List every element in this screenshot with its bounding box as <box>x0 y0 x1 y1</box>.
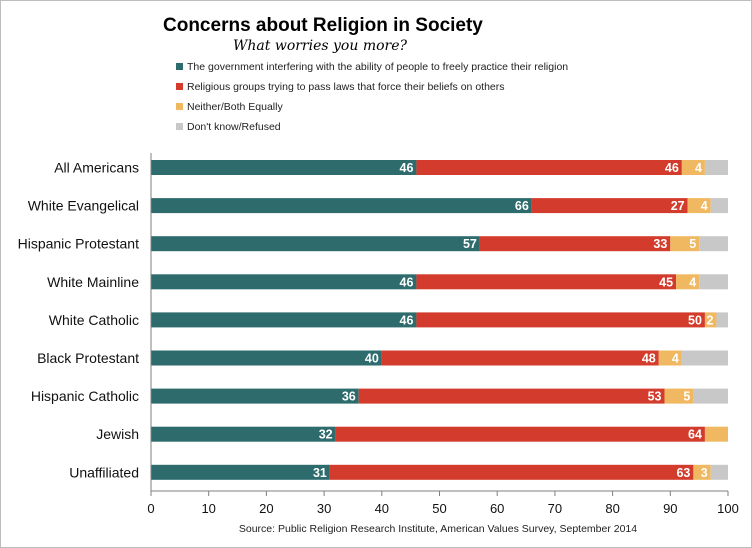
data-label: 57 <box>463 237 477 251</box>
legend-label-2: Neither/Both Equally <box>187 101 283 113</box>
data-label: 33 <box>653 237 667 251</box>
bar-segment <box>693 464 711 480</box>
category-label: White Evangelical <box>28 198 139 214</box>
bar-segment <box>699 236 728 252</box>
bar-segment <box>704 160 728 175</box>
bar-segment <box>416 312 705 328</box>
bar-segment <box>151 312 417 328</box>
legend: The government interfering with the abil… <box>176 61 568 133</box>
category-label: Hispanic Catholic <box>31 388 139 404</box>
data-label: 2 <box>707 313 714 327</box>
bar-segment <box>687 198 711 214</box>
data-label: 36 <box>342 390 356 404</box>
chart-title: Concerns about Religion in Society <box>163 15 483 36</box>
data-label: 40 <box>365 352 379 366</box>
bar-segment <box>151 236 480 252</box>
data-label: 50 <box>688 313 702 327</box>
category-label: Jewish <box>96 426 139 442</box>
data-label: 5 <box>683 390 690 404</box>
x-tick-label: 10 <box>201 501 215 516</box>
legend-label-3: Don't know/Refused <box>187 121 281 133</box>
data-label: 66 <box>515 199 529 213</box>
data-label: 4 <box>672 352 679 366</box>
bar-segment <box>151 388 359 404</box>
bar-segment <box>416 274 677 290</box>
legend-label-1: Religious groups trying to pass laws tha… <box>187 81 505 93</box>
legend-label-0: The government interfering with the abil… <box>187 61 568 73</box>
bar-segment <box>716 312 728 328</box>
bar-segment <box>693 388 728 404</box>
bar-segment <box>151 274 417 290</box>
data-label: 63 <box>676 466 690 480</box>
bar-segment <box>416 160 682 175</box>
data-label: 32 <box>319 428 333 442</box>
data-label: 48 <box>642 352 656 366</box>
x-tick-label: 70 <box>548 501 562 516</box>
bar-segment <box>531 198 688 214</box>
data-label: 53 <box>648 390 662 404</box>
bar-segment <box>151 160 417 175</box>
bar-segment <box>710 464 728 480</box>
bar-segment <box>151 426 336 442</box>
bar-segment <box>670 236 700 252</box>
source-note: Source: Public Religion Research Institu… <box>239 523 637 535</box>
legend-swatch-3 <box>176 123 183 130</box>
data-label: 46 <box>665 161 679 175</box>
x-tick-label: 20 <box>259 501 273 516</box>
bar-segment <box>479 236 671 252</box>
x-tick-label: 50 <box>432 501 446 516</box>
bar-segment <box>676 274 700 290</box>
data-label: 45 <box>659 275 673 289</box>
bar-segment <box>658 350 682 366</box>
data-label: 46 <box>400 161 414 175</box>
data-label: 46 <box>400 313 414 327</box>
data-label: 64 <box>688 428 702 442</box>
data-label: 46 <box>400 275 414 289</box>
data-label: 5 <box>689 237 696 251</box>
x-tick-label: 90 <box>663 501 677 516</box>
data-label: 27 <box>671 199 685 213</box>
category-label: White Catholic <box>49 312 139 328</box>
bar-segment <box>151 198 532 214</box>
bar-segment <box>681 160 705 175</box>
bar-segment <box>681 350 728 366</box>
x-tick-label: 60 <box>490 501 504 516</box>
x-tick-label: 30 <box>317 501 331 516</box>
category-label: Unaffiliated <box>69 464 139 480</box>
legend-swatch-1 <box>176 83 183 90</box>
category-label: Black Protestant <box>37 350 139 366</box>
data-label: 4 <box>695 161 702 175</box>
legend-swatch-2 <box>176 103 183 110</box>
bar-segment <box>358 388 665 404</box>
data-label: 31 <box>313 466 327 480</box>
bar-segment <box>151 350 382 366</box>
x-tick-label: 40 <box>375 501 389 516</box>
bar-segment <box>151 464 330 480</box>
bar-segment <box>381 350 659 366</box>
data-label: 4 <box>689 275 696 289</box>
x-tick-label: 100 <box>717 501 739 516</box>
bar-segment <box>704 312 717 328</box>
x-tick-label: 0 <box>147 501 154 516</box>
x-axis: 0 10 20 30 40 50 60 70 80 90 100 <box>147 153 739 516</box>
bar-segment <box>664 388 694 404</box>
chart-subtitle: What worries you more? <box>233 38 408 54</box>
bar-segment <box>699 274 728 290</box>
bar-segment <box>704 426 728 442</box>
category-label: Hispanic Protestant <box>18 236 140 252</box>
bar-segment <box>710 198 728 214</box>
bar-segment <box>329 464 694 480</box>
legend-swatch-0 <box>176 63 183 70</box>
category-label: All Americans <box>54 160 139 176</box>
bar-segment <box>335 426 705 442</box>
data-label: 4 <box>701 199 708 213</box>
x-tick-label: 80 <box>605 501 619 516</box>
data-label: 3 <box>701 466 708 480</box>
category-label: White Mainline <box>47 274 139 290</box>
